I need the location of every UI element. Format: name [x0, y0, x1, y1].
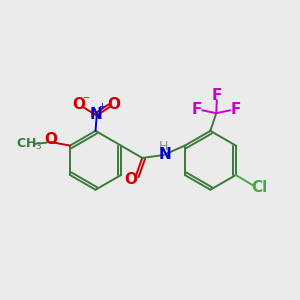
Text: F: F	[192, 102, 202, 117]
Text: F: F	[230, 102, 241, 117]
Text: CH$_3$: CH$_3$	[16, 137, 43, 152]
Text: $^{+}$: $^{+}$	[98, 102, 107, 115]
Text: O: O	[124, 172, 137, 187]
Text: N: N	[159, 147, 172, 162]
Text: Cl: Cl	[251, 180, 268, 195]
Text: N: N	[90, 106, 103, 122]
Text: O: O	[72, 97, 85, 112]
Text: O: O	[44, 133, 57, 148]
Text: F: F	[212, 88, 222, 103]
Text: $^{-}$: $^{-}$	[82, 94, 91, 107]
Text: O: O	[108, 97, 121, 112]
Text: H: H	[159, 140, 168, 153]
